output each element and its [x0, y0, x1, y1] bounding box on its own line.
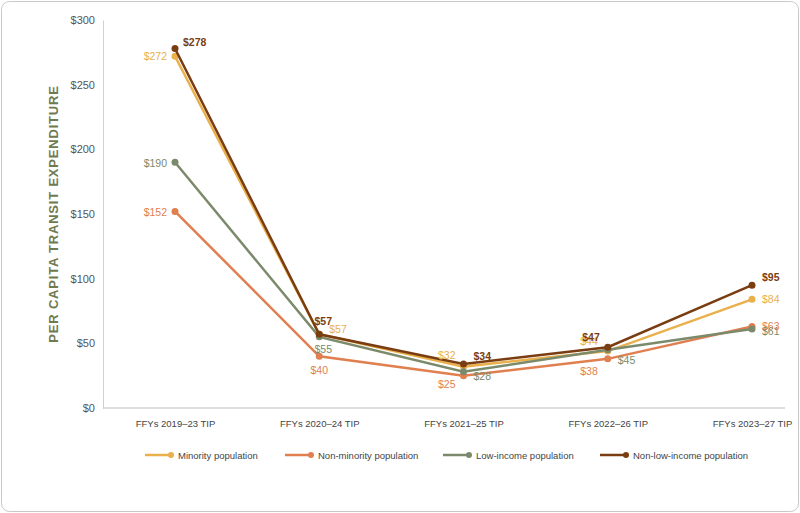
y-tick-label: $250 [71, 79, 95, 91]
y-tick: $250 [71, 79, 103, 91]
series-point [749, 326, 756, 333]
y-tick: $300 [71, 14, 103, 26]
series-point [749, 296, 756, 303]
series-point [460, 368, 467, 375]
x-axis-line [103, 408, 785, 409]
series-point [316, 331, 323, 338]
data-label: $25 [438, 378, 456, 390]
legend-swatch-line [600, 454, 626, 457]
x-tick-label: FFYs 2020–24 TIP [280, 418, 360, 429]
legend-item: Non-low-income population [600, 450, 748, 461]
y-tick: $0 [83, 402, 103, 414]
y-tick-label: $50 [77, 337, 95, 349]
y-tick: $200 [71, 143, 103, 155]
legend: Minority population Non-minority populati… [145, 450, 748, 461]
plot-marks [172, 45, 756, 379]
y-tick: $100 [71, 273, 103, 285]
x-tick: FFYs 2020–24 TIP [280, 408, 360, 429]
series-point [172, 208, 179, 215]
legend-swatch-line [443, 454, 469, 457]
x-tick: FFYs 2019–23 TIP [136, 408, 216, 429]
data-label: $47 [582, 331, 600, 343]
data-label: $278 [183, 36, 207, 48]
legend-item: Non-minority population [285, 450, 418, 461]
data-labels: $272$57$32$44$84$152$40$25$38$63$190$55$… [144, 36, 780, 389]
x-tick-label: FFYs 2023–27 TIP [713, 418, 793, 429]
y-axis-title: PER CAPITA TRANSIT EXPENDITURE [46, 85, 61, 342]
series-point [316, 331, 323, 338]
data-label: $95 [762, 271, 780, 283]
data-label: $32 [438, 349, 456, 361]
data-label: $55 [314, 343, 332, 355]
x-axis: FFYs 2019–23 TIP FFYs 2020–24 TIP FFYs 202… [103, 408, 792, 429]
series-line [175, 211, 752, 375]
chart-frame [2, 2, 799, 512]
data-label: $190 [144, 157, 168, 169]
y-tick-label: $300 [71, 14, 95, 26]
legend-label: Low-income population [476, 450, 574, 461]
legend-label: Non-minority population [318, 450, 418, 461]
legend-swatch-marker [168, 452, 174, 458]
data-label: $34 [474, 350, 492, 362]
legend-label: Minority population [178, 450, 258, 461]
legend-swatch-line [145, 454, 171, 457]
legend-swatch-marker [623, 452, 629, 458]
data-label: $45 [618, 354, 636, 366]
y-tick-label: $0 [83, 402, 95, 414]
y-axis: $0 $50 $100 $150 $200 $250 $300 [71, 14, 104, 414]
x-tick: FFYs 2022–26 TIP [568, 408, 648, 429]
y-tick-label: $150 [71, 208, 95, 220]
y-tick: $50 [77, 337, 103, 349]
data-label: $61 [762, 325, 780, 337]
y-axis-line [103, 21, 104, 409]
series-line [175, 48, 752, 364]
legend-swatch-line [285, 454, 311, 457]
chart-container: $0 $50 $100 $150 $200 $250 $300 FFYs 2019–23 TI… [0, 0, 800, 513]
series-point [749, 282, 756, 289]
series-line [175, 162, 752, 372]
series-point [172, 159, 179, 166]
series-point [460, 361, 467, 368]
data-label: $84 [762, 293, 780, 305]
chart-svg: $0 $50 $100 $150 $200 $250 $300 FFYs 2019–23 TI… [0, 0, 800, 513]
x-tick: FFYs 2021–25 TIP [424, 408, 504, 429]
data-label: $28 [474, 370, 492, 382]
y-tick: $150 [71, 208, 103, 220]
series-point [604, 344, 611, 351]
data-label: $57 [314, 315, 332, 327]
x-tick-label: FFYs 2019–23 TIP [136, 418, 216, 429]
legend-swatch-marker [308, 452, 314, 458]
data-label: $40 [310, 364, 328, 376]
series-point [172, 45, 179, 52]
x-tick: FFYs 2023–27 TIP [713, 408, 793, 429]
legend-swatch-marker [466, 452, 472, 458]
data-label: $272 [144, 50, 168, 62]
y-tick-label: $200 [71, 143, 95, 155]
data-label: $152 [144, 206, 168, 218]
legend-item: Minority population [145, 450, 258, 461]
y-tick-label: $100 [71, 273, 95, 285]
data-label: $38 [580, 365, 598, 377]
series-point [604, 355, 611, 362]
series-line [175, 56, 752, 366]
legend-item: Low-income population [443, 450, 574, 461]
x-tick-label: FFYs 2022–26 TIP [568, 418, 648, 429]
x-tick-label: FFYs 2021–25 TIP [424, 418, 504, 429]
legend-label: Non-low-income population [633, 450, 748, 461]
